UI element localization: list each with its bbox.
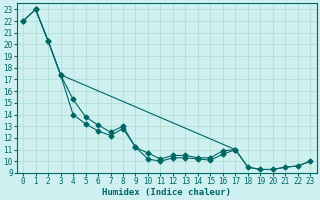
X-axis label: Humidex (Indice chaleur): Humidex (Indice chaleur): [102, 188, 231, 197]
